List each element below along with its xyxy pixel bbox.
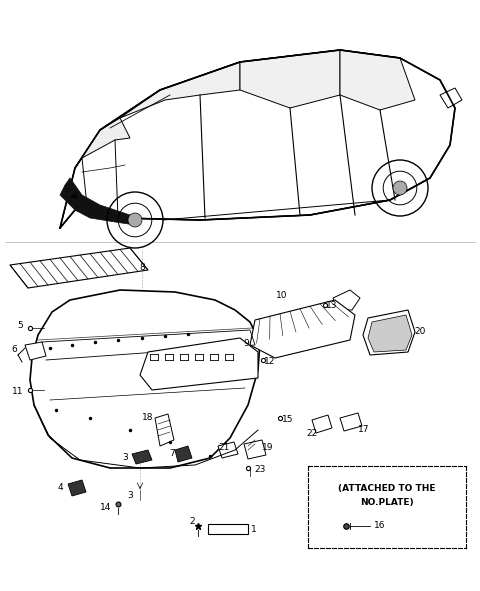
- Circle shape: [393, 181, 407, 195]
- Text: 21: 21: [218, 443, 230, 453]
- Polygon shape: [244, 440, 266, 459]
- Text: 18: 18: [142, 414, 154, 423]
- Polygon shape: [25, 342, 46, 360]
- Polygon shape: [333, 290, 360, 310]
- Polygon shape: [208, 524, 248, 534]
- Polygon shape: [120, 62, 240, 118]
- Polygon shape: [68, 480, 86, 496]
- Polygon shape: [218, 442, 238, 458]
- Text: 2: 2: [189, 517, 195, 525]
- Text: 3: 3: [122, 453, 128, 463]
- Text: 15: 15: [282, 415, 294, 424]
- Text: 20: 20: [414, 327, 426, 336]
- Text: (ATTACHED TO THE: (ATTACHED TO THE: [338, 483, 436, 492]
- Polygon shape: [132, 450, 152, 464]
- Text: 5: 5: [17, 322, 23, 330]
- Text: 16: 16: [374, 521, 385, 531]
- Polygon shape: [312, 415, 332, 433]
- Text: 10: 10: [276, 291, 288, 300]
- Text: 11: 11: [12, 388, 24, 397]
- Text: 4: 4: [57, 483, 63, 492]
- Text: 9: 9: [243, 339, 249, 349]
- Polygon shape: [30, 290, 260, 468]
- Text: 7: 7: [169, 449, 175, 457]
- Polygon shape: [60, 50, 455, 228]
- Text: 3: 3: [127, 491, 133, 499]
- Circle shape: [128, 213, 142, 227]
- Polygon shape: [440, 88, 462, 108]
- Text: NO.PLATE): NO.PLATE): [360, 498, 414, 506]
- Polygon shape: [175, 446, 192, 462]
- Text: 8: 8: [139, 262, 145, 271]
- Polygon shape: [10, 248, 148, 288]
- Text: 19: 19: [262, 443, 274, 452]
- Polygon shape: [60, 178, 140, 225]
- Polygon shape: [75, 118, 130, 168]
- Text: 17: 17: [358, 426, 370, 434]
- Polygon shape: [250, 300, 355, 358]
- Text: 23: 23: [254, 466, 266, 475]
- Text: 1: 1: [251, 524, 257, 534]
- Polygon shape: [340, 50, 415, 110]
- Text: 14: 14: [100, 504, 112, 512]
- Polygon shape: [155, 414, 174, 446]
- Polygon shape: [240, 50, 340, 108]
- Polygon shape: [363, 310, 415, 355]
- Text: 22: 22: [306, 430, 318, 439]
- Polygon shape: [340, 413, 362, 431]
- Polygon shape: [140, 338, 258, 390]
- Polygon shape: [368, 315, 412, 352]
- Text: 6: 6: [11, 346, 17, 355]
- Text: 12: 12: [264, 358, 276, 366]
- Text: 13: 13: [326, 301, 338, 310]
